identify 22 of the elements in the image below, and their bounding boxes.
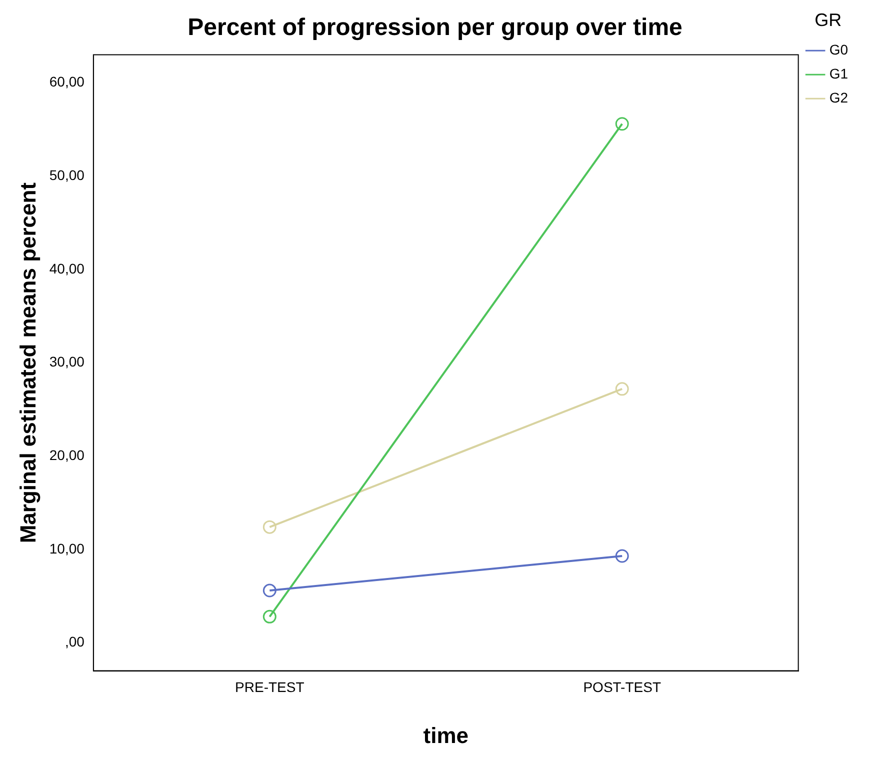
- y-axis-title: Marginal estimated means percent: [15, 182, 40, 544]
- legend-title: GR: [814, 10, 842, 30]
- x-tick-label: POST-TEST: [583, 679, 662, 696]
- x-axis-title: time: [423, 722, 469, 748]
- point: [615, 382, 629, 396]
- y-tick-label: 10,00: [49, 540, 85, 556]
- point: [262, 610, 276, 624]
- legend-label: G2: [829, 89, 848, 106]
- y-tick-label: ,00: [64, 634, 85, 650]
- legend-label: G0: [829, 41, 848, 58]
- y-tick-label: 40,00: [49, 260, 85, 276]
- y-tick-label: 60,00: [49, 74, 85, 90]
- point: [615, 117, 629, 131]
- chart-title: Percent of progression per group over time: [188, 14, 682, 42]
- y-tick-label: 20,00: [49, 446, 85, 463]
- y-tick-label: 30,00: [49, 354, 85, 370]
- legend-label: G1: [829, 65, 848, 82]
- x-tick-label: PRE-TEST: [235, 679, 305, 696]
- y-tick-label: 50,00: [49, 166, 85, 183]
- point: [615, 549, 629, 563]
- point: [262, 584, 276, 598]
- point: [262, 520, 276, 534]
